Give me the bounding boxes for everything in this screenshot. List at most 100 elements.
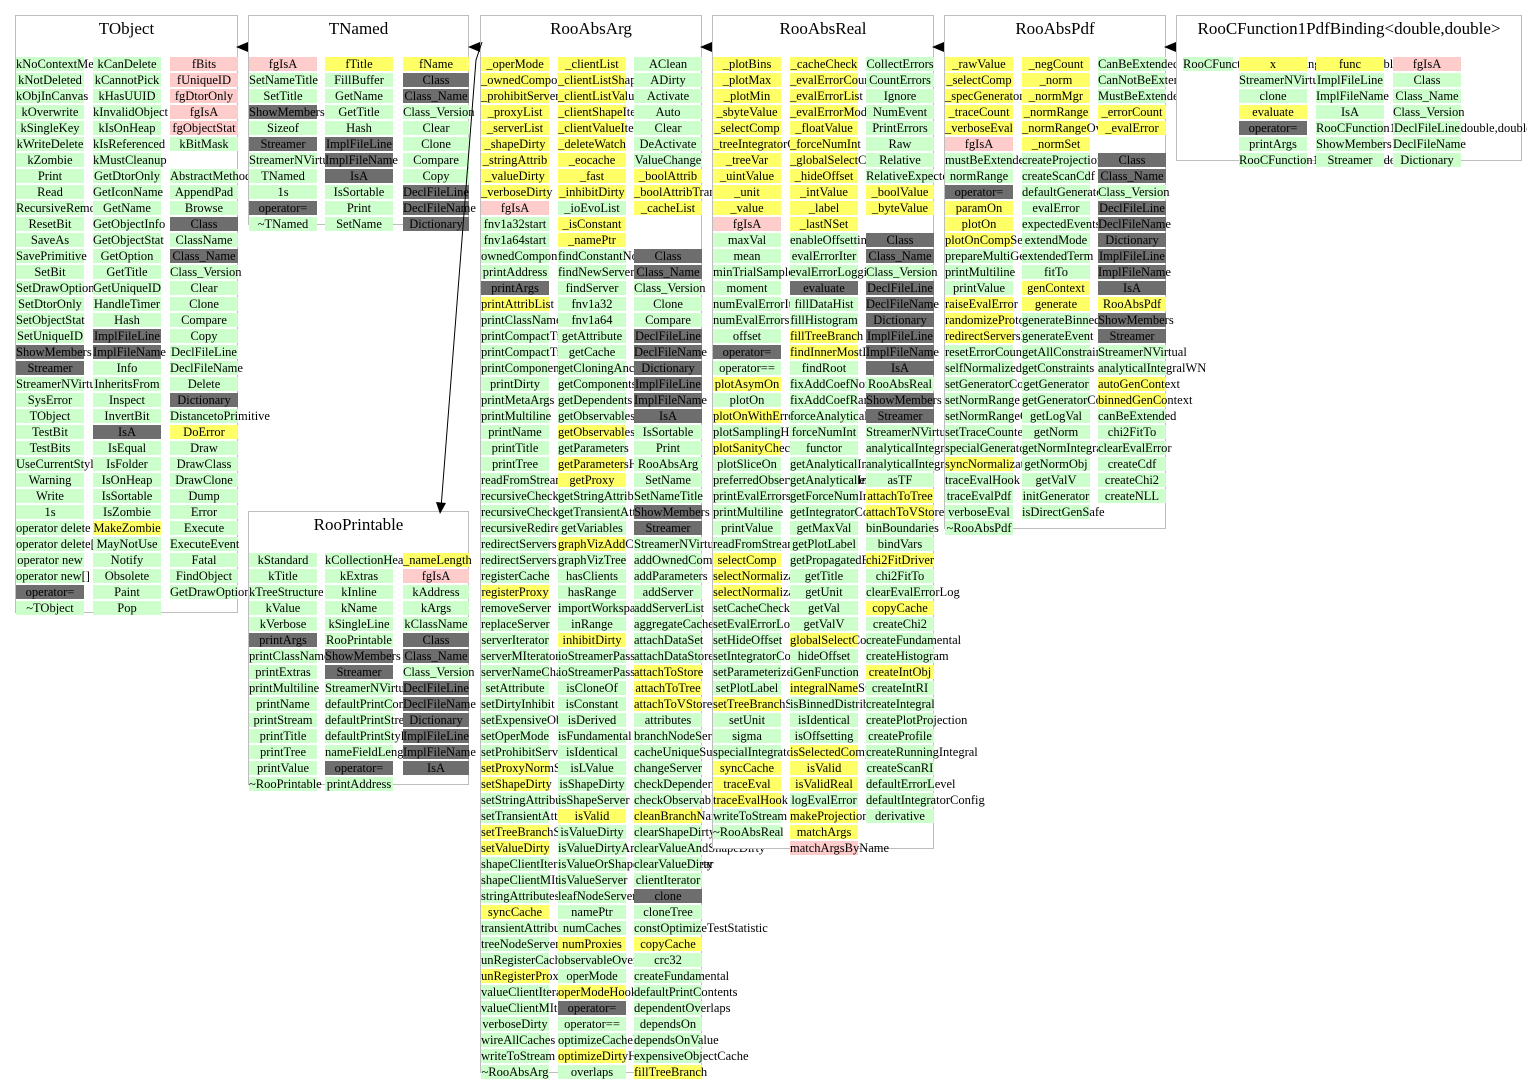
member-item: traceEval	[713, 777, 781, 791]
member-item: printMultiline	[481, 409, 552, 423]
member-item: isLValue	[558, 761, 626, 775]
member-item: defaultPrintContents	[634, 985, 738, 999]
member-item: setGeneratorConfig	[945, 377, 1044, 391]
member-item: setPlotLabel	[713, 681, 781, 695]
member-item: createIntegral	[866, 697, 935, 711]
member-item: binBoundaries	[866, 521, 939, 535]
member-item: RooPrintable	[325, 633, 393, 647]
member-item: _serverList	[481, 121, 549, 135]
member-item: _treeIntegratorConfig	[713, 137, 822, 151]
member-item: kInline	[325, 585, 393, 599]
member-item: paramOn	[945, 201, 1013, 215]
member-item: _unit	[713, 185, 781, 199]
member-item: Streamer	[1098, 329, 1166, 343]
member-item: ImplFileName	[634, 393, 707, 407]
member-item: Paint	[93, 585, 161, 599]
member-item: getGenerator	[1022, 377, 1090, 391]
member-item: verboseEval	[945, 505, 1013, 519]
member-item: attachToStore	[634, 665, 704, 679]
member-item: Fatal	[170, 553, 238, 567]
member-item: globalSelectComp	[790, 633, 883, 647]
member-item: printMetaArgs	[481, 393, 555, 407]
member-item: MakeZombie	[93, 521, 161, 535]
member-item: StreamerNVirtual	[249, 153, 338, 167]
member-item: fTitle	[325, 57, 393, 71]
member-item: Draw	[170, 441, 238, 455]
member-item: RooCFunction1PdfBinding<double,double>	[1316, 121, 1527, 135]
member-item: ~RooAbsPdf	[945, 521, 1013, 535]
member-item: generate	[1022, 297, 1090, 311]
member-item: dependsOnValue	[634, 1033, 719, 1047]
class-title: RooAbsArg	[550, 19, 632, 38]
member-item: cleanBranchNames	[634, 809, 732, 823]
member-item: CanNotBeExtended	[1098, 73, 1198, 87]
member-item: ~RooAbsReal	[713, 825, 784, 839]
member-item: kValue	[249, 601, 317, 615]
member-item: _plotMin	[713, 89, 781, 103]
member-item: kWriteDelete	[16, 137, 84, 151]
member-item: printComponentTree	[481, 361, 586, 375]
member-item: kBitMask	[170, 137, 238, 151]
member-item: recursiveCheckObservables	[481, 505, 621, 519]
member-item: isIdentical	[558, 745, 626, 759]
member-item: printName	[481, 425, 549, 439]
member-item: maxVal	[713, 233, 781, 247]
member-item: InvertBit	[93, 409, 161, 423]
member-item: kZombie	[16, 153, 84, 167]
member-item: Class_Name	[1098, 169, 1166, 183]
member-item: getCache	[558, 345, 626, 359]
member-item: isSelectedComp	[790, 745, 872, 759]
member-item: IsA	[403, 761, 469, 775]
member-item: _evalError	[1098, 121, 1166, 135]
member-item: _eocache	[558, 153, 626, 167]
member-item: _hideOffset	[790, 169, 858, 183]
member-item: generateBinned	[1022, 313, 1101, 327]
member-item: Obsolete	[93, 569, 161, 583]
member-item: registerProxy	[481, 585, 549, 599]
member-item: StreamerNVirtual	[16, 377, 105, 391]
member-item: createIntRI	[866, 681, 934, 695]
member-item: _proxyList	[481, 105, 549, 119]
member-item: Hash	[325, 121, 393, 135]
member-item: functor	[790, 441, 858, 455]
member-item: IsSortable	[93, 489, 161, 503]
member-item: Execute	[170, 521, 238, 535]
member-item: nameFieldLength	[325, 745, 414, 759]
member-item: readFromStream	[713, 537, 798, 551]
member-item: Dictionary	[634, 361, 702, 375]
member-item: makeProjectionSet	[790, 809, 885, 823]
class-title: RooAbsReal	[779, 19, 867, 38]
member-item: offset	[713, 329, 781, 343]
member-item: IsA	[866, 361, 934, 375]
member-item: ~TNamed	[249, 217, 317, 231]
member-item: addServerList	[634, 601, 705, 615]
member-item: _selectComp	[945, 73, 1013, 87]
member-item: evalErrorLoggingMode	[790, 265, 909, 279]
member-item: _byteValue	[866, 201, 934, 215]
member-item: _lastNSet	[790, 217, 858, 231]
member-item: kCannotPick	[93, 73, 161, 87]
member-item: SetUniqueID	[16, 329, 84, 343]
member-item: printAddress	[481, 265, 549, 279]
member-item: ioStreamerPass2Finalize	[558, 665, 682, 679]
member-item: minTrialSamples	[713, 265, 799, 279]
member-item: Class_Version	[634, 281, 706, 295]
member-item: DeclFileName	[634, 345, 707, 359]
member-item: redirectServersHook	[481, 553, 585, 567]
member-item: optimizeCacheMode	[558, 1033, 663, 1047]
member-item: SetDrawOption	[16, 281, 95, 295]
member-item: operator new[]	[16, 569, 90, 583]
member-item: setTreeBranchStatus	[481, 825, 584, 839]
member-item: clearValueDirty	[634, 857, 714, 871]
class-box-tobject: TObject kNoContextMenu kNotDeleted kObjInCa…	[15, 15, 270, 615]
member-item: _ioEvoList	[558, 201, 626, 215]
member-item: ShowMembers	[16, 345, 92, 359]
member-item: setOperMode	[481, 729, 550, 743]
member-item: StreamerNVirtual	[1098, 345, 1187, 359]
member-item: _normRange	[1022, 105, 1090, 119]
member-item: Info	[93, 361, 161, 375]
member-item: Read	[16, 185, 84, 199]
member-item: createScanRI	[866, 761, 934, 775]
member-item: Streamer	[249, 137, 317, 151]
member-item: MayNotUse	[93, 537, 161, 551]
